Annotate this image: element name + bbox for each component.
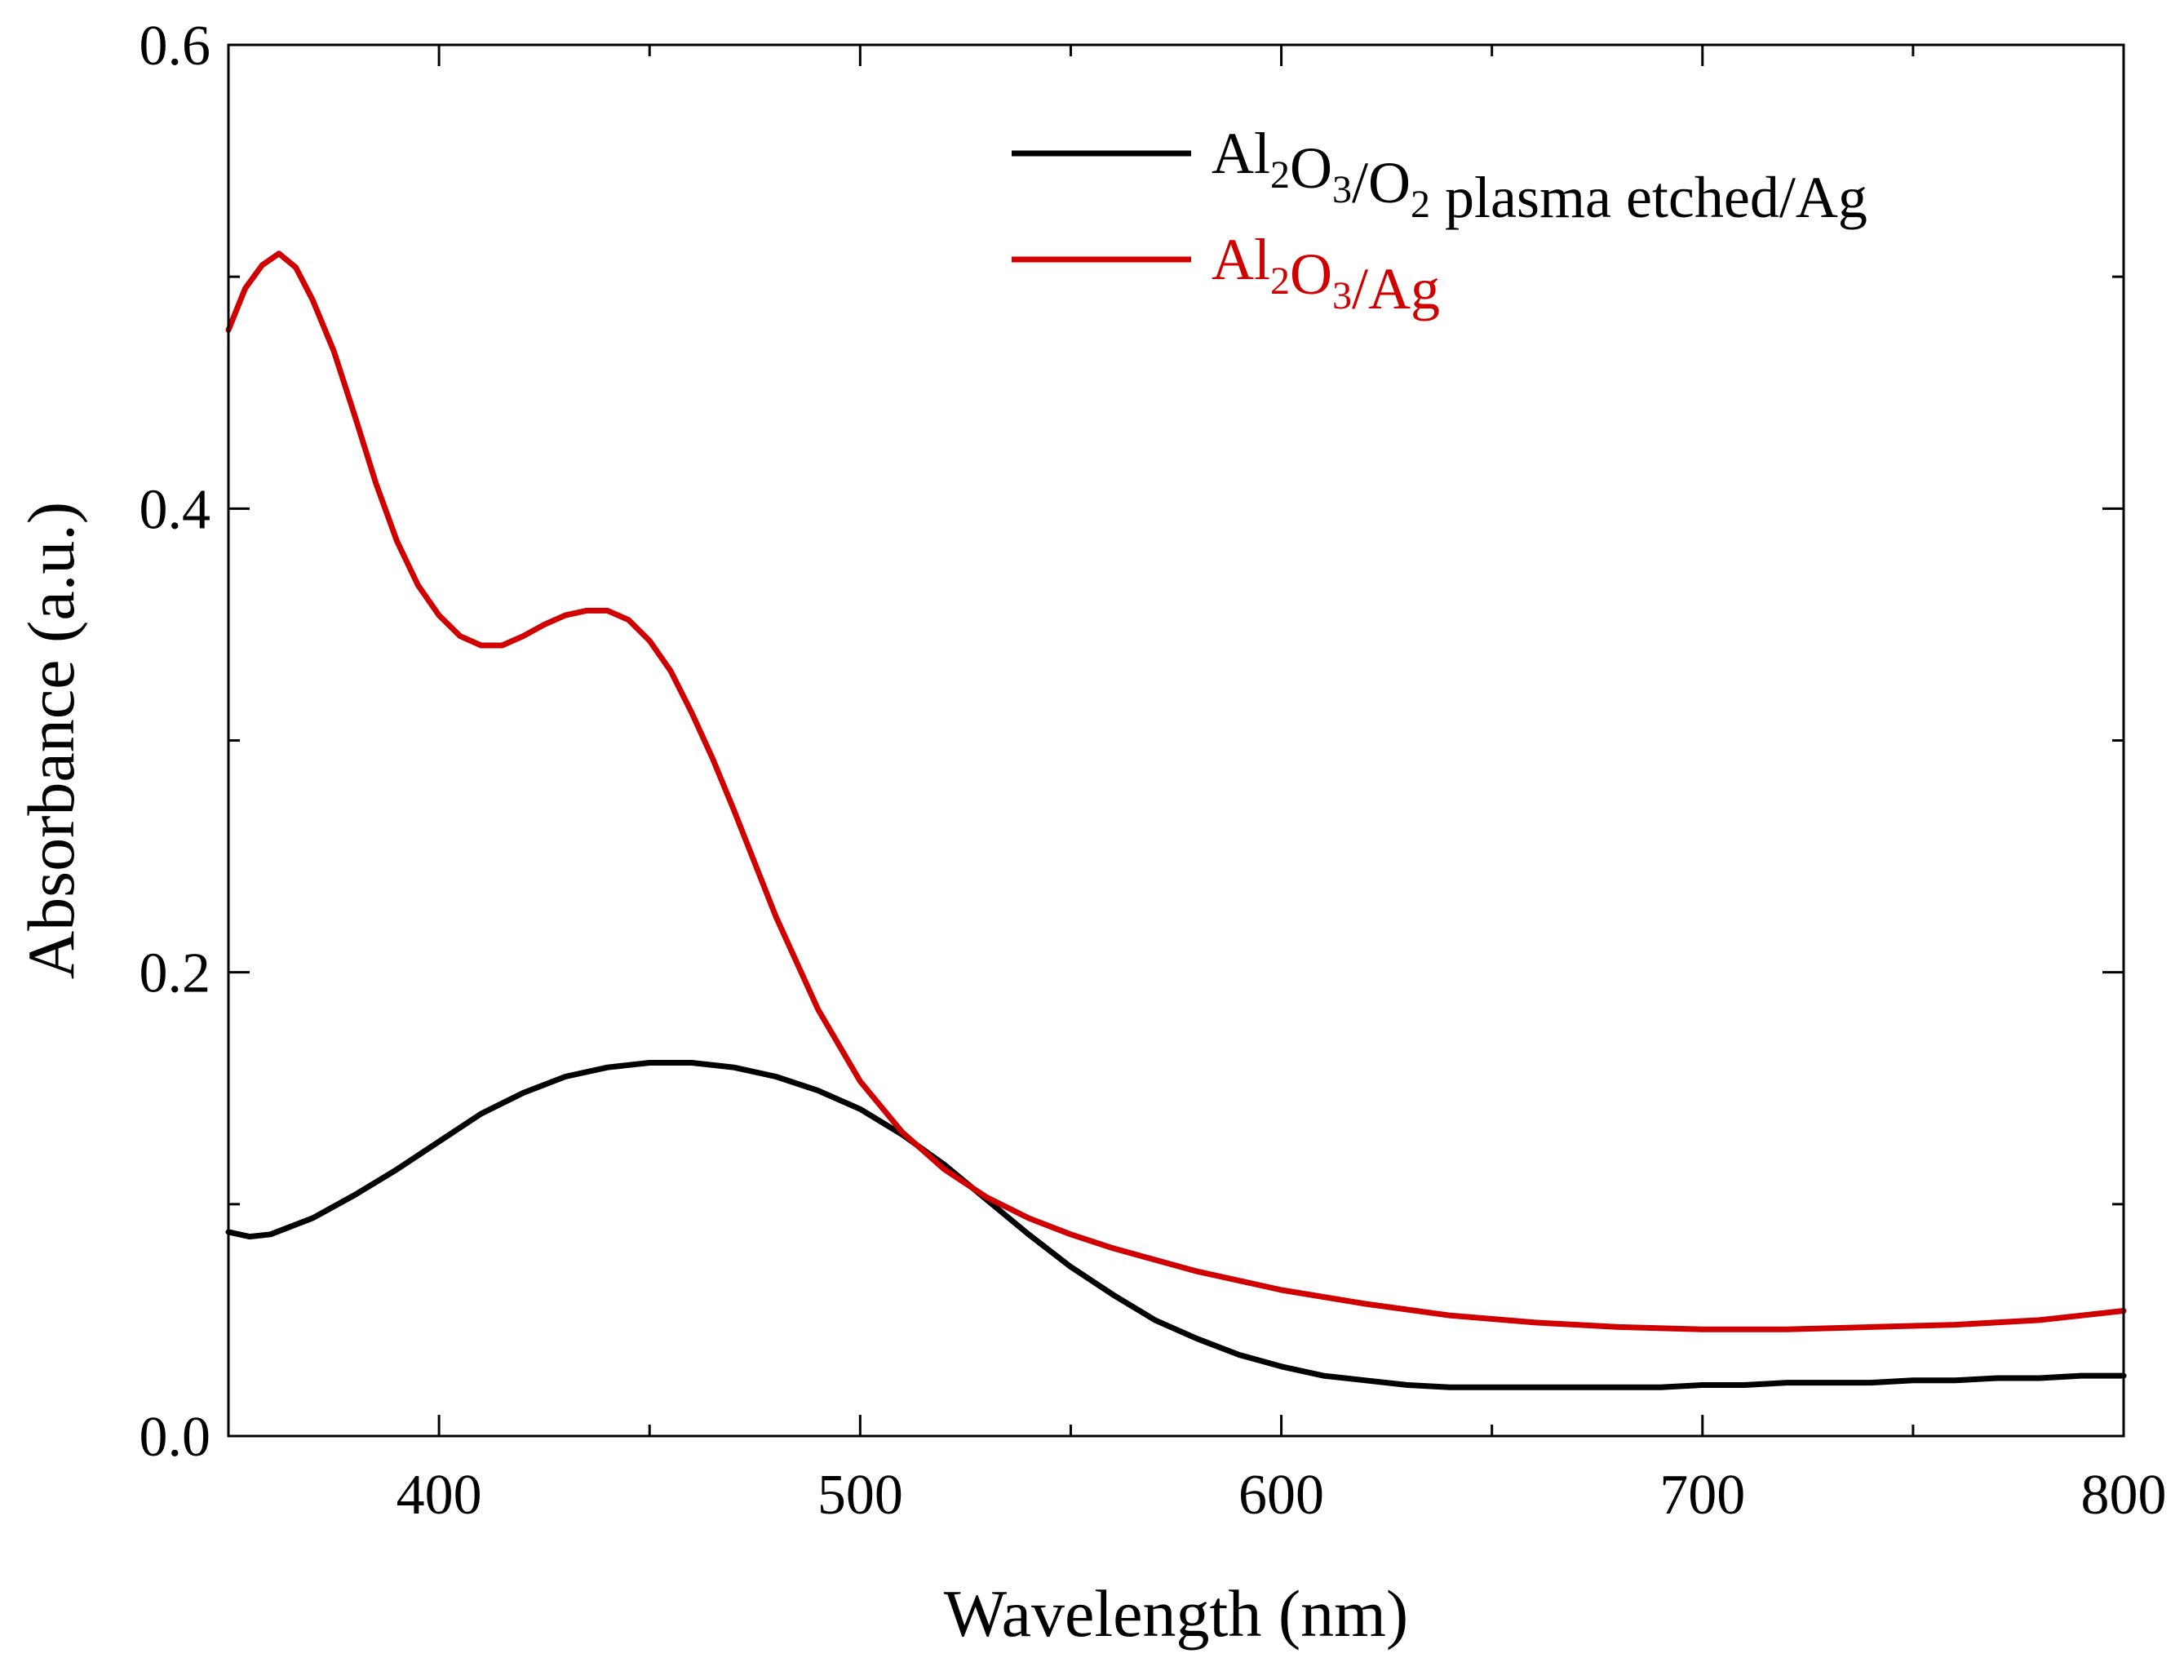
series-layer: [225, 250, 2127, 1390]
x-tick-label: 500: [817, 1464, 903, 1527]
ticks-layer: 400 500 600 700 800 0.0 0.2 0.4 0.6: [140, 15, 2167, 1527]
legend-label-2: Al2O3/Ag: [1212, 227, 1440, 321]
x-tick-label: 700: [1659, 1464, 1745, 1527]
y-tick-label: 0.4: [140, 478, 211, 541]
x-tick-label: 400: [396, 1464, 482, 1527]
series-line-2: [225, 250, 2127, 1332]
y-axis-title: Absorbance (a.u.): [14, 502, 88, 979]
legend-label-1: Al2O3/O2 plasma etched/Ag: [1212, 121, 1867, 230]
y-tick-label: 0.6: [140, 15, 211, 78]
y-tick-label: 0.2: [140, 942, 211, 1005]
y-tick-label: 0.0: [140, 1406, 211, 1469]
series-line-1: [225, 1060, 2127, 1390]
x-tick-label: 800: [2081, 1464, 2167, 1527]
x-axis-title: Wavelength (nm): [944, 1576, 1408, 1651]
x-tick-label: 600: [1238, 1464, 1324, 1527]
